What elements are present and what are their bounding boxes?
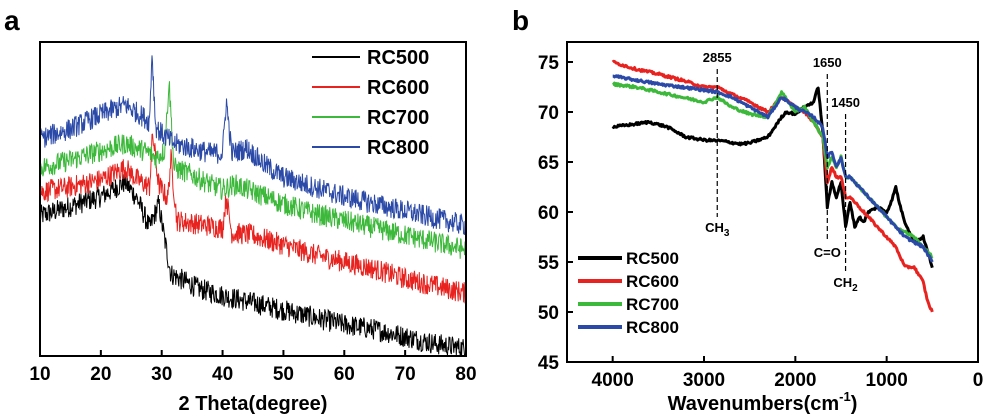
ftir-y-tick-label: 50 — [538, 303, 559, 324]
ftir-x-axis-title-main: Wavenumbers(cm — [668, 393, 840, 415]
ftir-legend-label-rc800: RC800 — [626, 318, 679, 337]
xrd-plot-frame — [39, 41, 467, 357]
xrd-series-line-rc600 — [39, 133, 467, 304]
xrd-x-tick-label: 10 — [29, 364, 50, 385]
ftir-x-tick-label: 1000 — [866, 370, 908, 391]
xrd-x-tick-label: 50 — [273, 364, 294, 385]
xrd-chart: 10 20 30 40 50 60 70 80 2 Theta(degree) RC500RC… — [29, 41, 477, 415]
xrd-x-axis: 10 20 30 40 50 60 70 80 — [29, 350, 477, 385]
ftir-series-line-rc500 — [611, 86, 934, 269]
ftir-y-tick-label: 55 — [538, 253, 560, 274]
ftir-y-tick-label: 70 — [538, 103, 559, 124]
ftir-x-axis: 4000 3000 2000 1000 0 — [592, 356, 984, 391]
ftir-legend: RC500 RC600 RC700 RC800 — [578, 249, 679, 337]
xrd-series-group — [39, 55, 467, 356]
ftir-annotation-label: 2855 — [703, 50, 732, 65]
ftir-x-tick-label: 3000 — [683, 370, 725, 391]
xrd-series-line-rc500 — [39, 171, 466, 356]
ftir-series-line-rc800 — [612, 74, 934, 263]
ftir-plot-frame — [566, 41, 979, 363]
ftir-annotation-label: C=O — [814, 245, 841, 260]
xrd-legend-label-rc600: RC600 — [367, 77, 429, 99]
ftir-annotation-label: 1650 — [813, 55, 842, 70]
ftir-annotation-label: CH2 — [833, 275, 858, 294]
ftir-legend-label-rc700: RC700 — [626, 295, 679, 314]
ftir-y-tick-label: 65 — [538, 153, 560, 174]
xrd-x-tick-label: 60 — [334, 364, 355, 385]
ftir-y-tick-label: 75 — [538, 53, 560, 74]
ftir-series-group — [611, 59, 934, 313]
xrd-legend-label-rc700: RC700 — [367, 107, 429, 129]
ftir-annotations: 2855 CH3 1650 C=O 1450 CH2 — [703, 50, 860, 294]
ftir-x-axis-title: Wavenumbers(cm-1) — [668, 389, 858, 415]
xrd-legend-label-rc500: RC500 — [367, 47, 429, 69]
ftir-x-tick-label: 4000 — [592, 370, 634, 391]
ftir-legend-label-rc500: RC500 — [626, 249, 679, 268]
ftir-x-tick-label: 2000 — [774, 370, 816, 391]
ftir-x-axis-title-close: ) — [851, 393, 858, 415]
ftir-y-axis: 45 50 55 60 65 70 75 — [538, 53, 573, 374]
ftir-x-tick-label: 0 — [973, 370, 984, 391]
xrd-series-line-rc700 — [39, 81, 467, 259]
xrd-x-tick-label: 20 — [90, 364, 111, 385]
xrd-series-line-rc800 — [39, 55, 467, 236]
panel-label-b: b — [512, 5, 529, 36]
ftir-y-tick-label: 60 — [538, 203, 559, 224]
xrd-x-tick-label: 40 — [212, 364, 233, 385]
ftir-x-axis-title-sup: -1 — [839, 389, 851, 404]
xrd-x-tick-label: 70 — [395, 364, 416, 385]
xrd-x-tick-label: 30 — [151, 364, 172, 385]
xrd-legend-label-rc800: RC800 — [367, 137, 429, 159]
ftir-annotation-label: CH3 — [705, 220, 730, 239]
xrd-legend: RC500 RC600 RC700 RC800 — [312, 47, 429, 159]
ftir-legend-label-rc600: RC600 — [626, 272, 679, 291]
ftir-annotation-label: 1450 — [831, 95, 860, 110]
ftir-y-tick-label: 45 — [538, 353, 560, 374]
xrd-x-axis-title: 2 Theta(degree) — [179, 393, 328, 415]
xrd-x-tick-label: 80 — [455, 364, 476, 385]
panel-label-a: a — [4, 5, 20, 36]
